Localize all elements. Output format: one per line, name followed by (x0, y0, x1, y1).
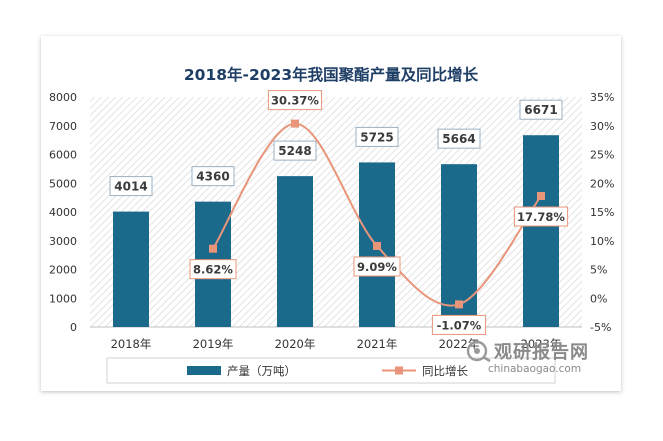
line-marker (373, 241, 381, 250)
growth-labels: 8.62% 30.37% 9.09% -1.07% 17.78% (189, 90, 569, 335)
line-marker (455, 300, 463, 309)
y-left-tick-label: 0 (70, 321, 77, 334)
y-right-tick-label: -5% (590, 321, 611, 334)
y-right-axis: -5% 0% 5% 10% 15% 20% 25% 30% 35% (590, 91, 614, 334)
line-label-box (513, 206, 569, 227)
y-right-tick-label: 20% (590, 177, 614, 190)
line-label-box (431, 314, 487, 335)
bar-label: 5664 (442, 132, 475, 146)
line-label: 30.37% (271, 94, 319, 108)
y-right-tick-label: 10% (590, 235, 614, 248)
watermark: 观研报告网 chinabaogao.com (466, 338, 616, 390)
x-tick-label: 2023年 (521, 337, 562, 351)
line-label-box (353, 256, 401, 277)
legend-line-label: 同比增长 (422, 364, 468, 378)
x-tick-label: 2019年 (193, 337, 234, 351)
legend-bar-label: 产量（万吨） (227, 364, 296, 378)
y-right-tick-label: 0% (590, 292, 607, 305)
y-right-tick-label: 35% (590, 91, 614, 104)
bar-label-box (109, 176, 153, 197)
bar-label: 4360 (196, 170, 229, 184)
chart-title: 2018年-2023年我国聚酯产量及同比增长 (184, 65, 479, 84)
line-marker (291, 119, 299, 128)
bar-label-box (273, 140, 317, 161)
y-right-tick-label: 25% (590, 149, 614, 162)
y-right-tick-label: 15% (590, 206, 614, 219)
y-left-tick-label: 2000 (49, 264, 77, 277)
bar-labels: 4014 4360 5248 5725 5664 6671 (109, 99, 563, 197)
x-axis: 2018年 2019年 2020年 2021年 2022年 2023年 (111, 337, 562, 351)
y-left-tick-label: 5000 (49, 177, 77, 190)
line-marker (537, 192, 545, 201)
bar-label: 5248 (278, 144, 311, 158)
y-left-tick-label: 6000 (49, 149, 77, 162)
y-left-tick-label: 1000 (49, 292, 77, 305)
line-label: 9.09% (357, 260, 397, 274)
bar (523, 135, 559, 327)
x-tick-label: 2018年 (111, 337, 152, 351)
bar-label: 6671 (524, 103, 557, 117)
y-left-axis: 0 1000 2000 3000 4000 5000 6000 7000 8000 (49, 91, 77, 334)
bar-label-box (191, 166, 235, 187)
bar-label: 4014 (114, 180, 147, 194)
bar-label: 5725 (360, 130, 393, 144)
legend (106, 357, 556, 384)
bar-label-box (355, 126, 399, 147)
watermark-name: 观研报告网 (494, 342, 589, 363)
y-right-tick-label: 5% (590, 264, 607, 277)
y-left-tick-label: 8000 (49, 91, 77, 104)
line-label-box (267, 90, 323, 111)
x-tick-label: 2020年 (275, 337, 316, 351)
line-label: 17.78% (517, 210, 565, 224)
line-label: -1.07% (437, 318, 482, 332)
y-left-tick-label: 4000 (49, 206, 77, 219)
y-left-tick-label: 7000 (49, 120, 77, 133)
y-right-tick-label: 30% (590, 120, 614, 133)
bar (277, 176, 313, 327)
line-label-box (189, 259, 237, 280)
watermark-url: chinabaogao.com (488, 363, 582, 375)
plot-area (90, 97, 582, 327)
line-label: 8.62% (193, 263, 233, 277)
x-tick-label: 2021年 (357, 337, 398, 351)
growth-markers (209, 119, 545, 309)
legend-bar-swatch (187, 366, 221, 375)
bar-label-box (519, 99, 563, 120)
bar (113, 211, 149, 327)
y-left-tick-label: 3000 (49, 235, 77, 248)
growth-line (212, 122, 542, 307)
line-marker (209, 244, 217, 253)
bar (441, 164, 477, 327)
legend-line-marker (395, 366, 403, 375)
bar-label-box (437, 128, 481, 149)
watermark-logo-icon (466, 340, 491, 362)
